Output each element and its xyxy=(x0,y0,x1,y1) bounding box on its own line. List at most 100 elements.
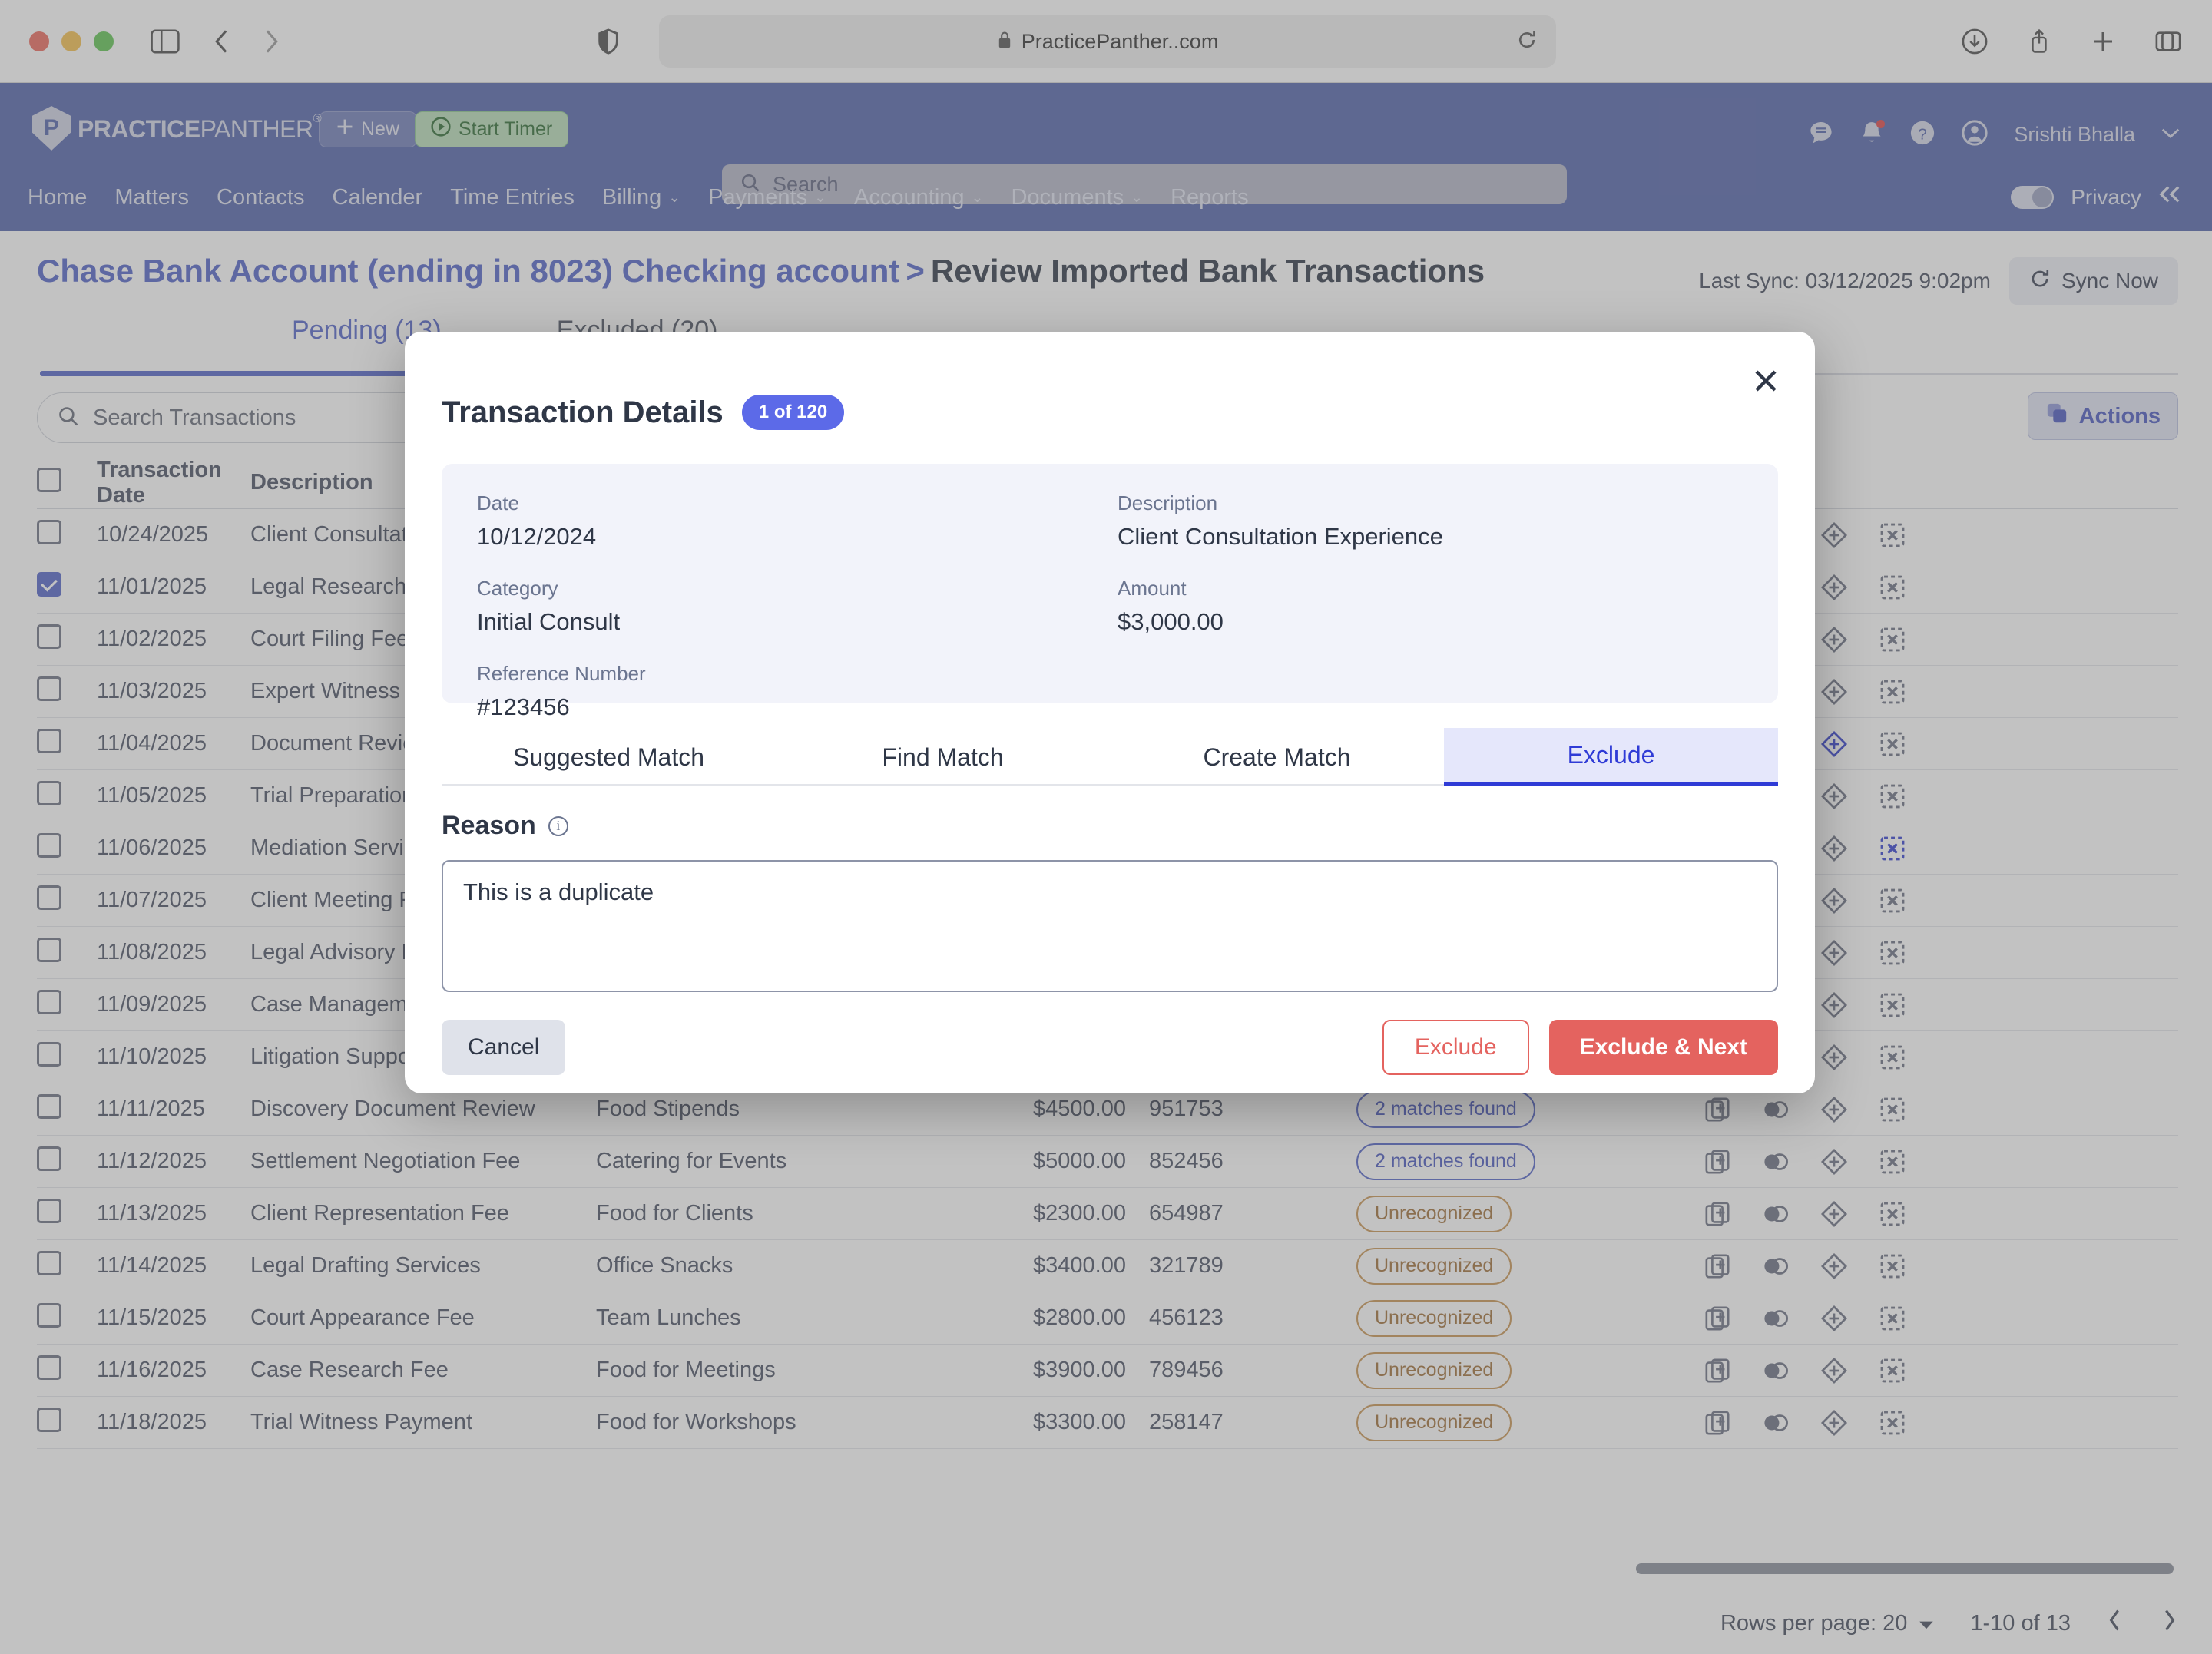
copy-document-icon[interactable] xyxy=(1702,1251,1733,1282)
pagination-next-button[interactable] xyxy=(2160,1608,2178,1639)
close-icon[interactable] xyxy=(1750,366,1781,402)
modal-tab-find-match[interactable]: Find Match xyxy=(882,743,1004,771)
copy-document-icon[interactable] xyxy=(1702,1146,1733,1177)
modal-tab-suggested-match[interactable]: Suggested Match xyxy=(512,743,705,771)
diamond-plus-icon[interactable] xyxy=(1819,781,1849,812)
merge-circles-icon[interactable] xyxy=(1760,1303,1791,1334)
user-avatar-icon[interactable] xyxy=(1962,120,1988,150)
merge-circles-icon[interactable] xyxy=(1760,1094,1791,1125)
diamond-plus-icon[interactable] xyxy=(1819,990,1849,1021)
diamond-plus-icon[interactable] xyxy=(1819,938,1849,968)
row-checkbox[interactable] xyxy=(37,937,97,968)
dashed-box-x-icon[interactable] xyxy=(1877,1094,1908,1125)
row-checkbox[interactable] xyxy=(37,624,97,655)
dashed-box-x-icon[interactable] xyxy=(1877,1408,1908,1438)
diamond-plus-icon[interactable] xyxy=(1819,624,1849,655)
diamond-plus-icon[interactable] xyxy=(1819,1303,1849,1334)
address-bar[interactable]: PracticePanther..com xyxy=(659,15,1556,68)
actions-button[interactable]: Actions xyxy=(2027,392,2178,440)
dashed-box-x-icon[interactable] xyxy=(1877,572,1908,603)
table-row[interactable]: 11/15/2025 Court Appearance Fee Team Lunch… xyxy=(37,1292,2178,1345)
select-all-checkbox[interactable] xyxy=(37,467,97,498)
dashed-box-x-icon[interactable] xyxy=(1877,990,1908,1021)
cancel-button[interactable]: Cancel xyxy=(442,1020,566,1075)
copy-document-icon[interactable] xyxy=(1702,1303,1733,1334)
column-header-date[interactable]: Transaction Date xyxy=(97,457,222,508)
help-circle-icon[interactable]: ? xyxy=(1909,120,1936,150)
row-checkbox[interactable] xyxy=(37,832,97,864)
nav-item-documents[interactable]: Documents ⌄ xyxy=(997,164,1157,231)
row-checkbox[interactable] xyxy=(37,780,97,812)
row-checkbox[interactable] xyxy=(37,676,97,707)
user-name-label[interactable]: Srishti Bhalla xyxy=(2014,123,2135,146)
dashed-box-x-icon[interactable] xyxy=(1877,676,1908,707)
merge-circles-icon[interactable] xyxy=(1760,1199,1791,1229)
chevron-down-icon[interactable] xyxy=(2161,127,2180,143)
browser-forward-icon[interactable] xyxy=(260,28,283,55)
diamond-plus-icon[interactable] xyxy=(1819,833,1849,864)
dashed-box-x-icon[interactable] xyxy=(1877,1355,1908,1386)
table-row[interactable]: 11/14/2025 Legal Drafting Services Office … xyxy=(37,1240,2178,1292)
dashed-box-x-icon[interactable] xyxy=(1877,781,1908,812)
modal-tab-create-match[interactable]: Create Match xyxy=(1203,743,1351,771)
row-checkbox[interactable] xyxy=(37,519,97,551)
row-checkbox[interactable] xyxy=(37,1407,97,1438)
diamond-plus-icon[interactable] xyxy=(1819,1094,1849,1125)
search-transactions-input[interactable]: Search Transactions xyxy=(37,392,575,443)
global-search-input[interactable]: Search xyxy=(722,164,1567,204)
nav-item-time-entries[interactable]: Time Entries xyxy=(436,164,588,231)
browser-back-icon[interactable] xyxy=(210,28,233,55)
dashed-box-x-icon[interactable] xyxy=(1877,1303,1908,1334)
table-row[interactable]: 11/13/2025 Client Representation Fee Food … xyxy=(37,1188,2178,1240)
table-row[interactable]: 11/11/2025 Discovery Document Review Food … xyxy=(37,1083,2178,1136)
chat-bubble-icon[interactable] xyxy=(1808,120,1834,150)
nav-item-home[interactable]: Home xyxy=(14,164,101,231)
nav-item-reports[interactable]: Reports xyxy=(1157,164,1263,231)
tabs-overview-icon[interactable] xyxy=(2155,29,2181,54)
row-checkbox[interactable] xyxy=(37,1041,97,1073)
diamond-plus-icon[interactable] xyxy=(1819,1408,1849,1438)
row-checkbox[interactable] xyxy=(37,1198,97,1229)
row-checkbox[interactable] xyxy=(37,885,97,916)
table-row[interactable]: 11/12/2025 Settlement Negotiation Fee Cate… xyxy=(37,1136,2178,1188)
double-chevron-left-icon[interactable] xyxy=(2158,184,2181,210)
notification-bell-icon[interactable] xyxy=(1860,120,1886,150)
reload-icon[interactable] xyxy=(1516,29,1538,55)
nav-item-billing[interactable]: Billing ⌄ xyxy=(588,164,694,231)
dashed-box-x-icon[interactable] xyxy=(1877,624,1908,655)
maximize-window-button[interactable] xyxy=(94,31,114,51)
row-checkbox[interactable] xyxy=(37,728,97,759)
dashed-box-x-icon[interactable] xyxy=(1877,520,1908,551)
row-checkbox[interactable] xyxy=(37,989,97,1021)
shield-icon[interactable] xyxy=(598,28,619,55)
merge-circles-icon[interactable] xyxy=(1760,1251,1791,1282)
nav-item-payments[interactable]: Payments ⌄ xyxy=(694,164,840,231)
new-button[interactable]: New xyxy=(319,111,418,147)
nav-item-calender[interactable]: Calender xyxy=(319,164,437,231)
copy-document-icon[interactable] xyxy=(1702,1408,1733,1438)
minimize-window-button[interactable] xyxy=(61,31,81,51)
diamond-plus-icon[interactable] xyxy=(1819,1042,1849,1073)
copy-document-icon[interactable] xyxy=(1702,1094,1733,1125)
reason-input[interactable] xyxy=(442,860,1778,992)
dashed-box-x-icon[interactable] xyxy=(1877,1146,1908,1177)
info-icon[interactable]: i xyxy=(548,815,568,836)
close-window-button[interactable] xyxy=(29,31,49,51)
share-icon[interactable] xyxy=(2028,28,2051,55)
row-checkbox[interactable] xyxy=(37,1250,97,1282)
dashed-box-x-icon[interactable] xyxy=(1877,1199,1908,1229)
row-checkbox[interactable] xyxy=(37,1146,97,1177)
practicepanther-logo[interactable]: P PRACTICEPANTHER ® xyxy=(32,106,322,151)
merge-circles-icon[interactable] xyxy=(1760,1408,1791,1438)
nav-item-matters[interactable]: Matters xyxy=(101,164,203,231)
table-row[interactable]: 11/18/2025 Trial Witness Payment Food for … xyxy=(37,1397,2178,1449)
row-checkbox[interactable] xyxy=(37,1355,97,1386)
diamond-plus-icon[interactable] xyxy=(1819,520,1849,551)
sync-now-button[interactable]: Sync Now xyxy=(2008,257,2178,305)
nav-item-contacts[interactable]: Contacts xyxy=(203,164,318,231)
diamond-plus-icon[interactable] xyxy=(1819,729,1849,759)
diamond-plus-icon[interactable] xyxy=(1819,676,1849,707)
nav-item-accounting[interactable]: Accounting ⌄ xyxy=(840,164,997,231)
dashed-box-x-icon[interactable] xyxy=(1877,833,1908,864)
exclude-button[interactable]: Exclude xyxy=(1382,1020,1529,1075)
